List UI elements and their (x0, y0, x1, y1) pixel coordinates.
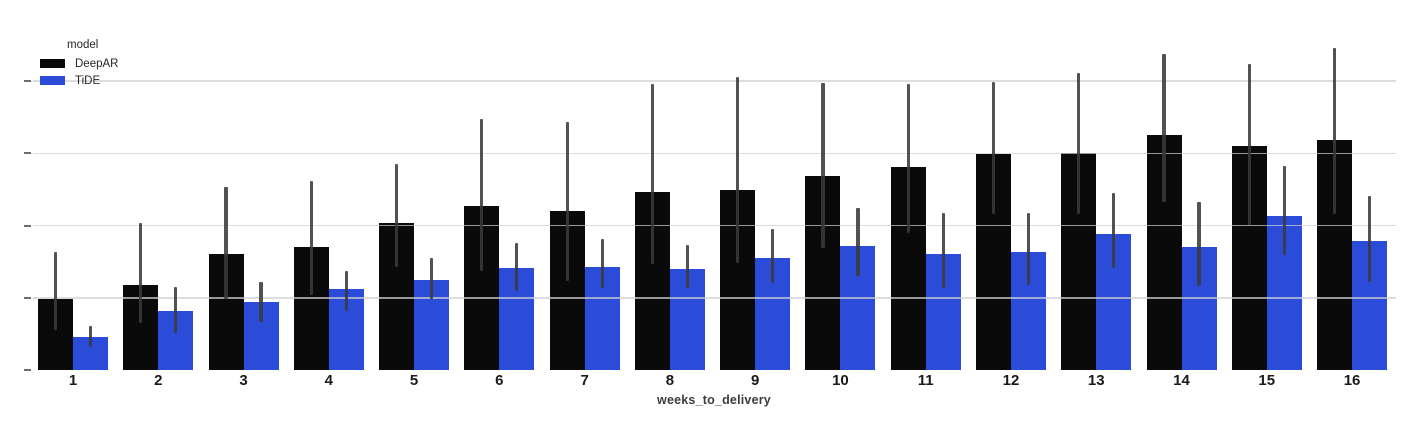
error-bar-deepar-3 (224, 187, 228, 300)
legend-title: model (67, 39, 99, 51)
legend: model DeepAR TiDE (40, 39, 118, 89)
error-bar-deepar-2 (139, 223, 143, 324)
error-bar-deepar-5 (394, 164, 399, 267)
error-bar-deepar-6 (480, 119, 484, 271)
error-bar-tide-15 (1282, 166, 1286, 256)
y-tick-mark (24, 296, 31, 299)
y-gridline (33, 152, 1396, 154)
legend-label-deepar: DeepAR (75, 57, 119, 70)
x-axis-title: weeks_to_delivery (657, 393, 771, 407)
error-bar-tide-12 (1026, 213, 1031, 285)
error-bar-tide-8 (685, 245, 689, 289)
error-bar-tide-9 (771, 229, 775, 284)
error-bar-tide-4 (344, 271, 348, 311)
error-bar-tide-5 (429, 258, 434, 300)
error-bar-tide-16 (1367, 195, 1372, 282)
x-tick-label-12: 12 (1002, 372, 1020, 389)
error-bar-tide-14 (1197, 201, 1201, 287)
error-bar-tide-3 (259, 281, 263, 323)
x-tick-label-10: 10 (832, 372, 849, 389)
error-bar-deepar-14 (1162, 53, 1166, 202)
x-tick-label-11: 11 (917, 372, 934, 389)
y-tick-mark (24, 369, 31, 371)
x-tick-label-2: 2 (154, 372, 163, 389)
x-tick-label-13: 13 (1087, 372, 1105, 389)
error-bar-deepar-12 (991, 81, 996, 214)
x-tick-label-4: 4 (324, 372, 333, 389)
error-bar-deepar-7 (565, 122, 569, 282)
legend-label-tide: TiDE (75, 74, 101, 87)
error-bar-deepar-11 (906, 83, 910, 233)
y-gridline (33, 224, 1396, 227)
error-bar-deepar-10 (821, 83, 825, 248)
x-tick-label-9: 9 (750, 372, 760, 389)
x-tick-label-14: 14 (1173, 372, 1190, 389)
error-bar-tide-6 (515, 242, 519, 292)
y-tick-mark (24, 224, 31, 227)
error-bar-tide-11 (941, 213, 945, 289)
x-tick-label-6: 6 (495, 372, 504, 389)
legend-item-deepar: DeepAR (40, 55, 118, 72)
legend-swatch-deepar (40, 59, 65, 68)
x-tick-label-15: 15 (1258, 372, 1276, 389)
error-bar-deepar-16 (1332, 47, 1337, 214)
y-tick-mark (24, 152, 31, 155)
error-bar-deepar-4 (309, 180, 313, 295)
legend-item-tide: TiDE (40, 72, 118, 89)
error-bar-deepar-8 (650, 83, 654, 264)
x-tick-label-5: 5 (409, 372, 419, 389)
x-tick-label-8: 8 (665, 372, 675, 389)
error-bar-deepar-9 (736, 76, 740, 264)
error-bar-tide-2 (174, 286, 178, 334)
y-tick-mark (24, 80, 31, 82)
y-gridline (33, 297, 1396, 299)
x-tick-label-3: 3 (239, 372, 248, 389)
error-bar-tide-13 (1112, 192, 1116, 269)
error-bar-tide-7 (600, 239, 604, 289)
error-bar-tide-1 (88, 325, 93, 347)
x-tick-label-16: 16 (1343, 372, 1361, 389)
error-bar-deepar-15 (1247, 64, 1251, 225)
error-bar-deepar-1 (53, 251, 58, 330)
error-bar-tide-10 (856, 208, 860, 277)
y-gridline (33, 80, 1396, 82)
legend-swatch-tide (40, 76, 65, 85)
x-tick-label-1: 1 (68, 372, 78, 389)
x-tick-label-7: 7 (580, 372, 589, 389)
error-bar-deepar-13 (1077, 73, 1081, 214)
